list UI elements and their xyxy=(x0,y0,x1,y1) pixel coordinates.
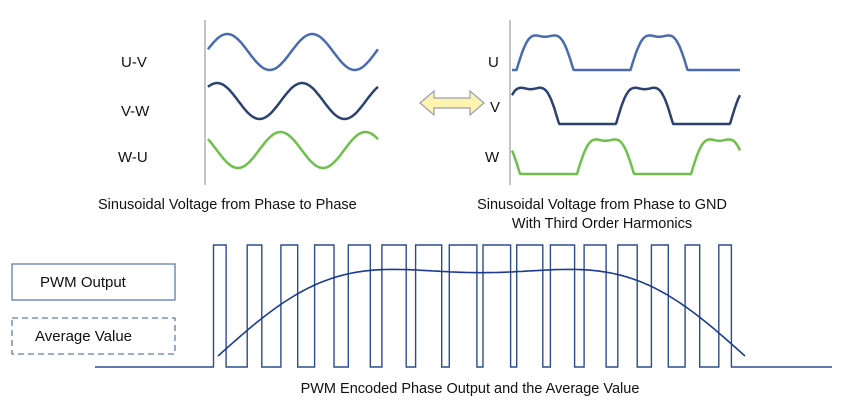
pwm-pulse xyxy=(382,245,406,367)
pwm-pulse xyxy=(348,245,370,367)
wave-w xyxy=(510,138,742,176)
wave-w-u xyxy=(207,130,379,170)
pwm-pulse xyxy=(214,245,227,367)
pwm-pulse xyxy=(651,245,668,367)
caption-third-harmonics: With Third Order Harmonics xyxy=(512,216,692,232)
pwm-pulse xyxy=(517,245,543,367)
pwm-pulse xyxy=(685,245,700,367)
label-v: V xyxy=(490,99,500,116)
wave-u xyxy=(512,34,740,72)
pwm-pulse xyxy=(449,245,477,367)
wave-v xyxy=(510,86,742,126)
average-value-curve xyxy=(217,268,746,357)
wave-u-v xyxy=(206,32,379,72)
pwm-pulse-group xyxy=(214,245,732,367)
pwm-output-waveform xyxy=(95,244,832,368)
pwm-pulse xyxy=(618,245,637,367)
pwm-pulse xyxy=(584,245,606,367)
pwm-pulse xyxy=(281,245,298,367)
pwm-pulse xyxy=(315,245,334,367)
pwm-pulse xyxy=(247,245,262,367)
legend-avg-box xyxy=(11,317,176,355)
caption-phase-to-phase: Sinusoidal Voltage from Phase to Phase xyxy=(98,197,357,213)
label-u-v: U-V xyxy=(121,54,147,71)
double-arrow-icon xyxy=(419,89,485,117)
caption-pwm-encoded: PWM Encoded Phase Output and the Average… xyxy=(301,381,640,397)
pwm-pulse xyxy=(483,245,511,367)
label-w-u: W-U xyxy=(118,149,148,166)
wave-v-w xyxy=(207,81,379,121)
legend-avg-label: Average Value xyxy=(35,328,132,345)
pwm-pulse xyxy=(719,245,732,367)
pwm-pulse xyxy=(550,245,574,367)
pwm-pulse xyxy=(416,245,442,367)
legend-pwm-box xyxy=(11,263,176,301)
label-u: U xyxy=(488,54,499,71)
label-v-w: V-W xyxy=(121,103,150,120)
legend-pwm-label: PWM Output xyxy=(40,274,127,291)
label-w: W xyxy=(485,149,500,166)
caption-phase-to-gnd: Sinusoidal Voltage from Phase to GND xyxy=(477,197,727,213)
